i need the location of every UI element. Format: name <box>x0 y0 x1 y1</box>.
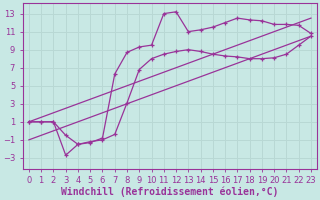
X-axis label: Windchill (Refroidissement éolien,°C): Windchill (Refroidissement éolien,°C) <box>61 187 279 197</box>
